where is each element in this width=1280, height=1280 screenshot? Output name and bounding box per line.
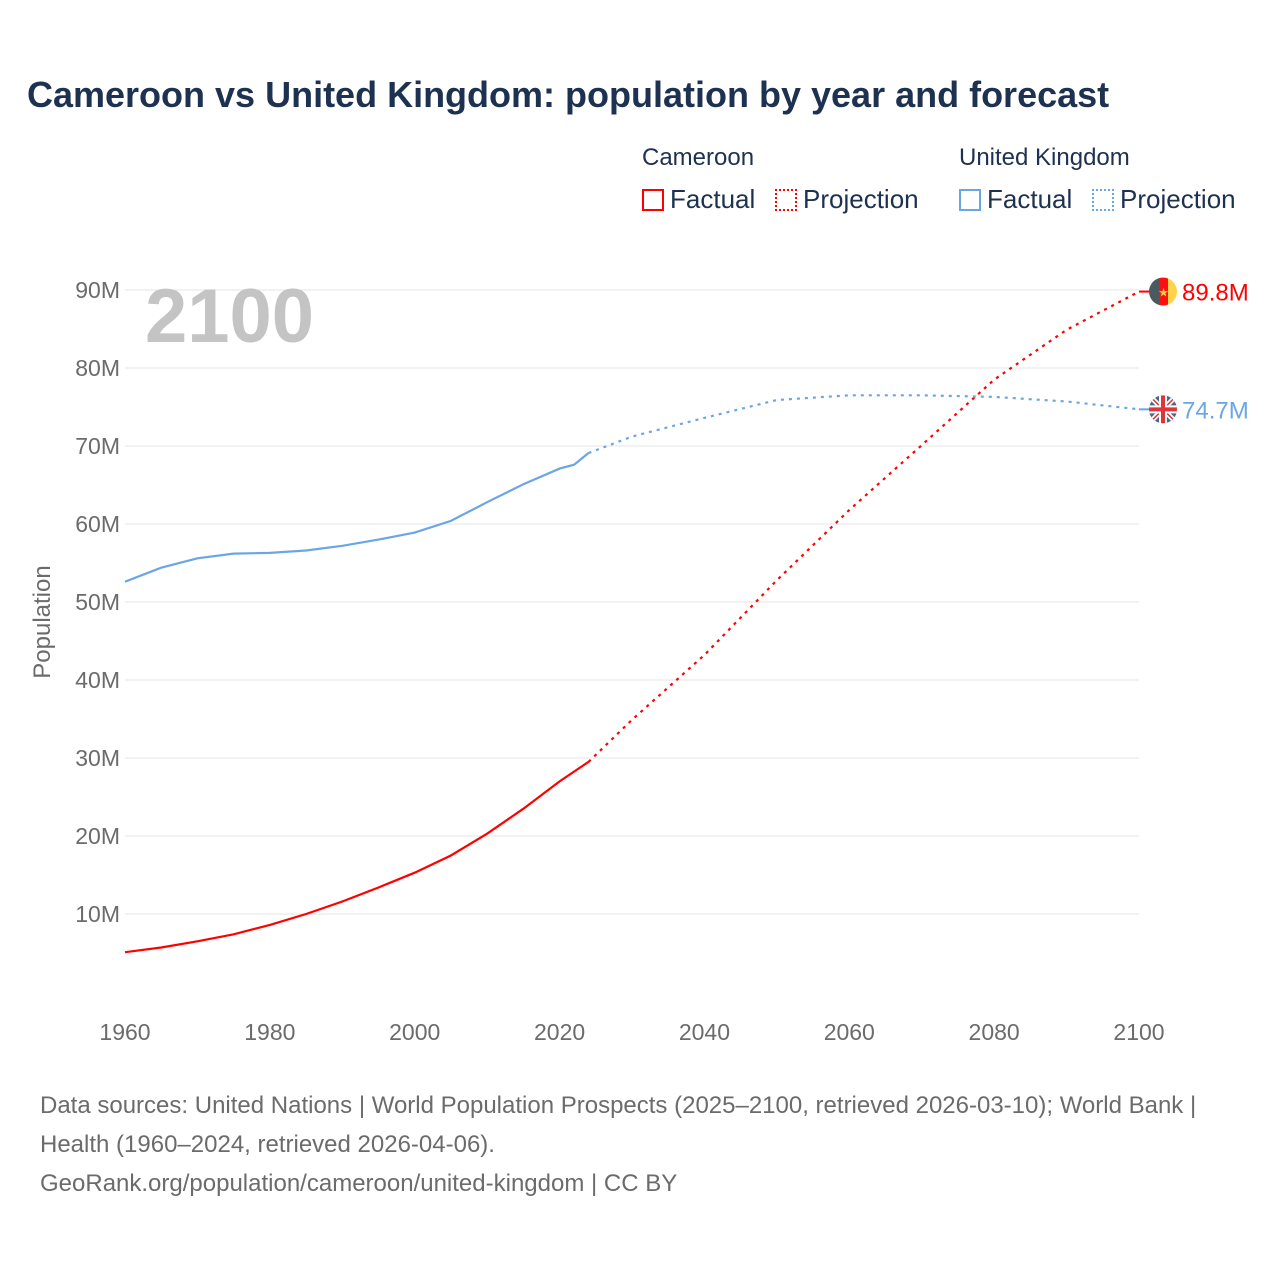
year-watermark: 2100 (145, 274, 314, 359)
legend-swatch (1092, 188, 1114, 211)
series-0-projection-line (587, 290, 1140, 763)
y-tick-label: 10M (75, 901, 120, 927)
x-tick-label: 2000 (389, 1019, 440, 1045)
y-tick-label: 70M (75, 433, 120, 459)
flag-stripe (1168, 277, 1177, 306)
legend-label: Projection (1120, 184, 1236, 214)
legend-swatch (959, 188, 981, 211)
y-tick-label: 80M (75, 355, 120, 381)
y-tick-label: 40M (75, 667, 120, 693)
y-axis-label: Population (29, 565, 56, 678)
y-tick-label: 60M (75, 511, 120, 537)
legend-uk-projection[interactable]: Projection (1092, 184, 1236, 215)
flag-cross-red (1149, 395, 1177, 424)
y-tick-label: 20M (75, 823, 120, 849)
legend-group-cameroon: Cameroon (642, 144, 755, 171)
flag-body: ★ (1149, 277, 1177, 306)
legend-group-uk: United Kingdom (959, 144, 1130, 171)
legend-label: Factual (670, 184, 756, 214)
legend-cameroon-projection[interactable]: Projection (775, 184, 919, 215)
flag-stripe (1149, 277, 1159, 306)
series-1-factual-line (124, 452, 590, 583)
x-tick-label: 1960 (99, 1019, 150, 1045)
uk-flag-icon (1149, 395, 1177, 424)
legend-uk-factual[interactable]: Factual (959, 184, 1072, 215)
legend-swatch (642, 188, 664, 211)
x-tick-label: 2020 (534, 1019, 585, 1045)
x-tick-label: 2080 (969, 1019, 1020, 1045)
series-0-factual-line (124, 760, 590, 954)
y-tick-label: 50M (75, 589, 120, 615)
series-1-projection-line (588, 394, 1140, 455)
legend-cameroon-factual[interactable]: Factual (642, 184, 755, 215)
x-tick-label: 2040 (679, 1019, 730, 1045)
x-tick-label: 2060 (824, 1019, 875, 1045)
end-value-label: 74.7M (1182, 397, 1249, 424)
source-line: Data sources: United Nations | World Pop… (40, 1092, 1197, 1158)
flag-star: ★ (1158, 286, 1169, 300)
flag-body (1149, 395, 1177, 424)
chart-title: Cameroon vs United Kingdom: population b… (27, 74, 1110, 115)
legend-swatch (775, 188, 797, 211)
flag-stripe (1159, 277, 1168, 306)
source-url[interactable]: GeoRank.org/population/cameroon/united-k… (40, 1170, 678, 1197)
y-tick-label: 90M (75, 277, 120, 303)
y-tick-label: 30M (75, 745, 120, 771)
cameroon-flag-icon: ★ (1149, 277, 1177, 306)
legend-label: Projection (803, 184, 919, 214)
x-tick-label: 2100 (1113, 1019, 1164, 1045)
source-note: Data sources: United Nations | World Pop… (40, 1086, 1240, 1203)
legend-label: Factual (987, 184, 1073, 214)
end-value-label: 89.8M (1182, 280, 1249, 307)
x-tick-label: 1980 (244, 1019, 295, 1045)
